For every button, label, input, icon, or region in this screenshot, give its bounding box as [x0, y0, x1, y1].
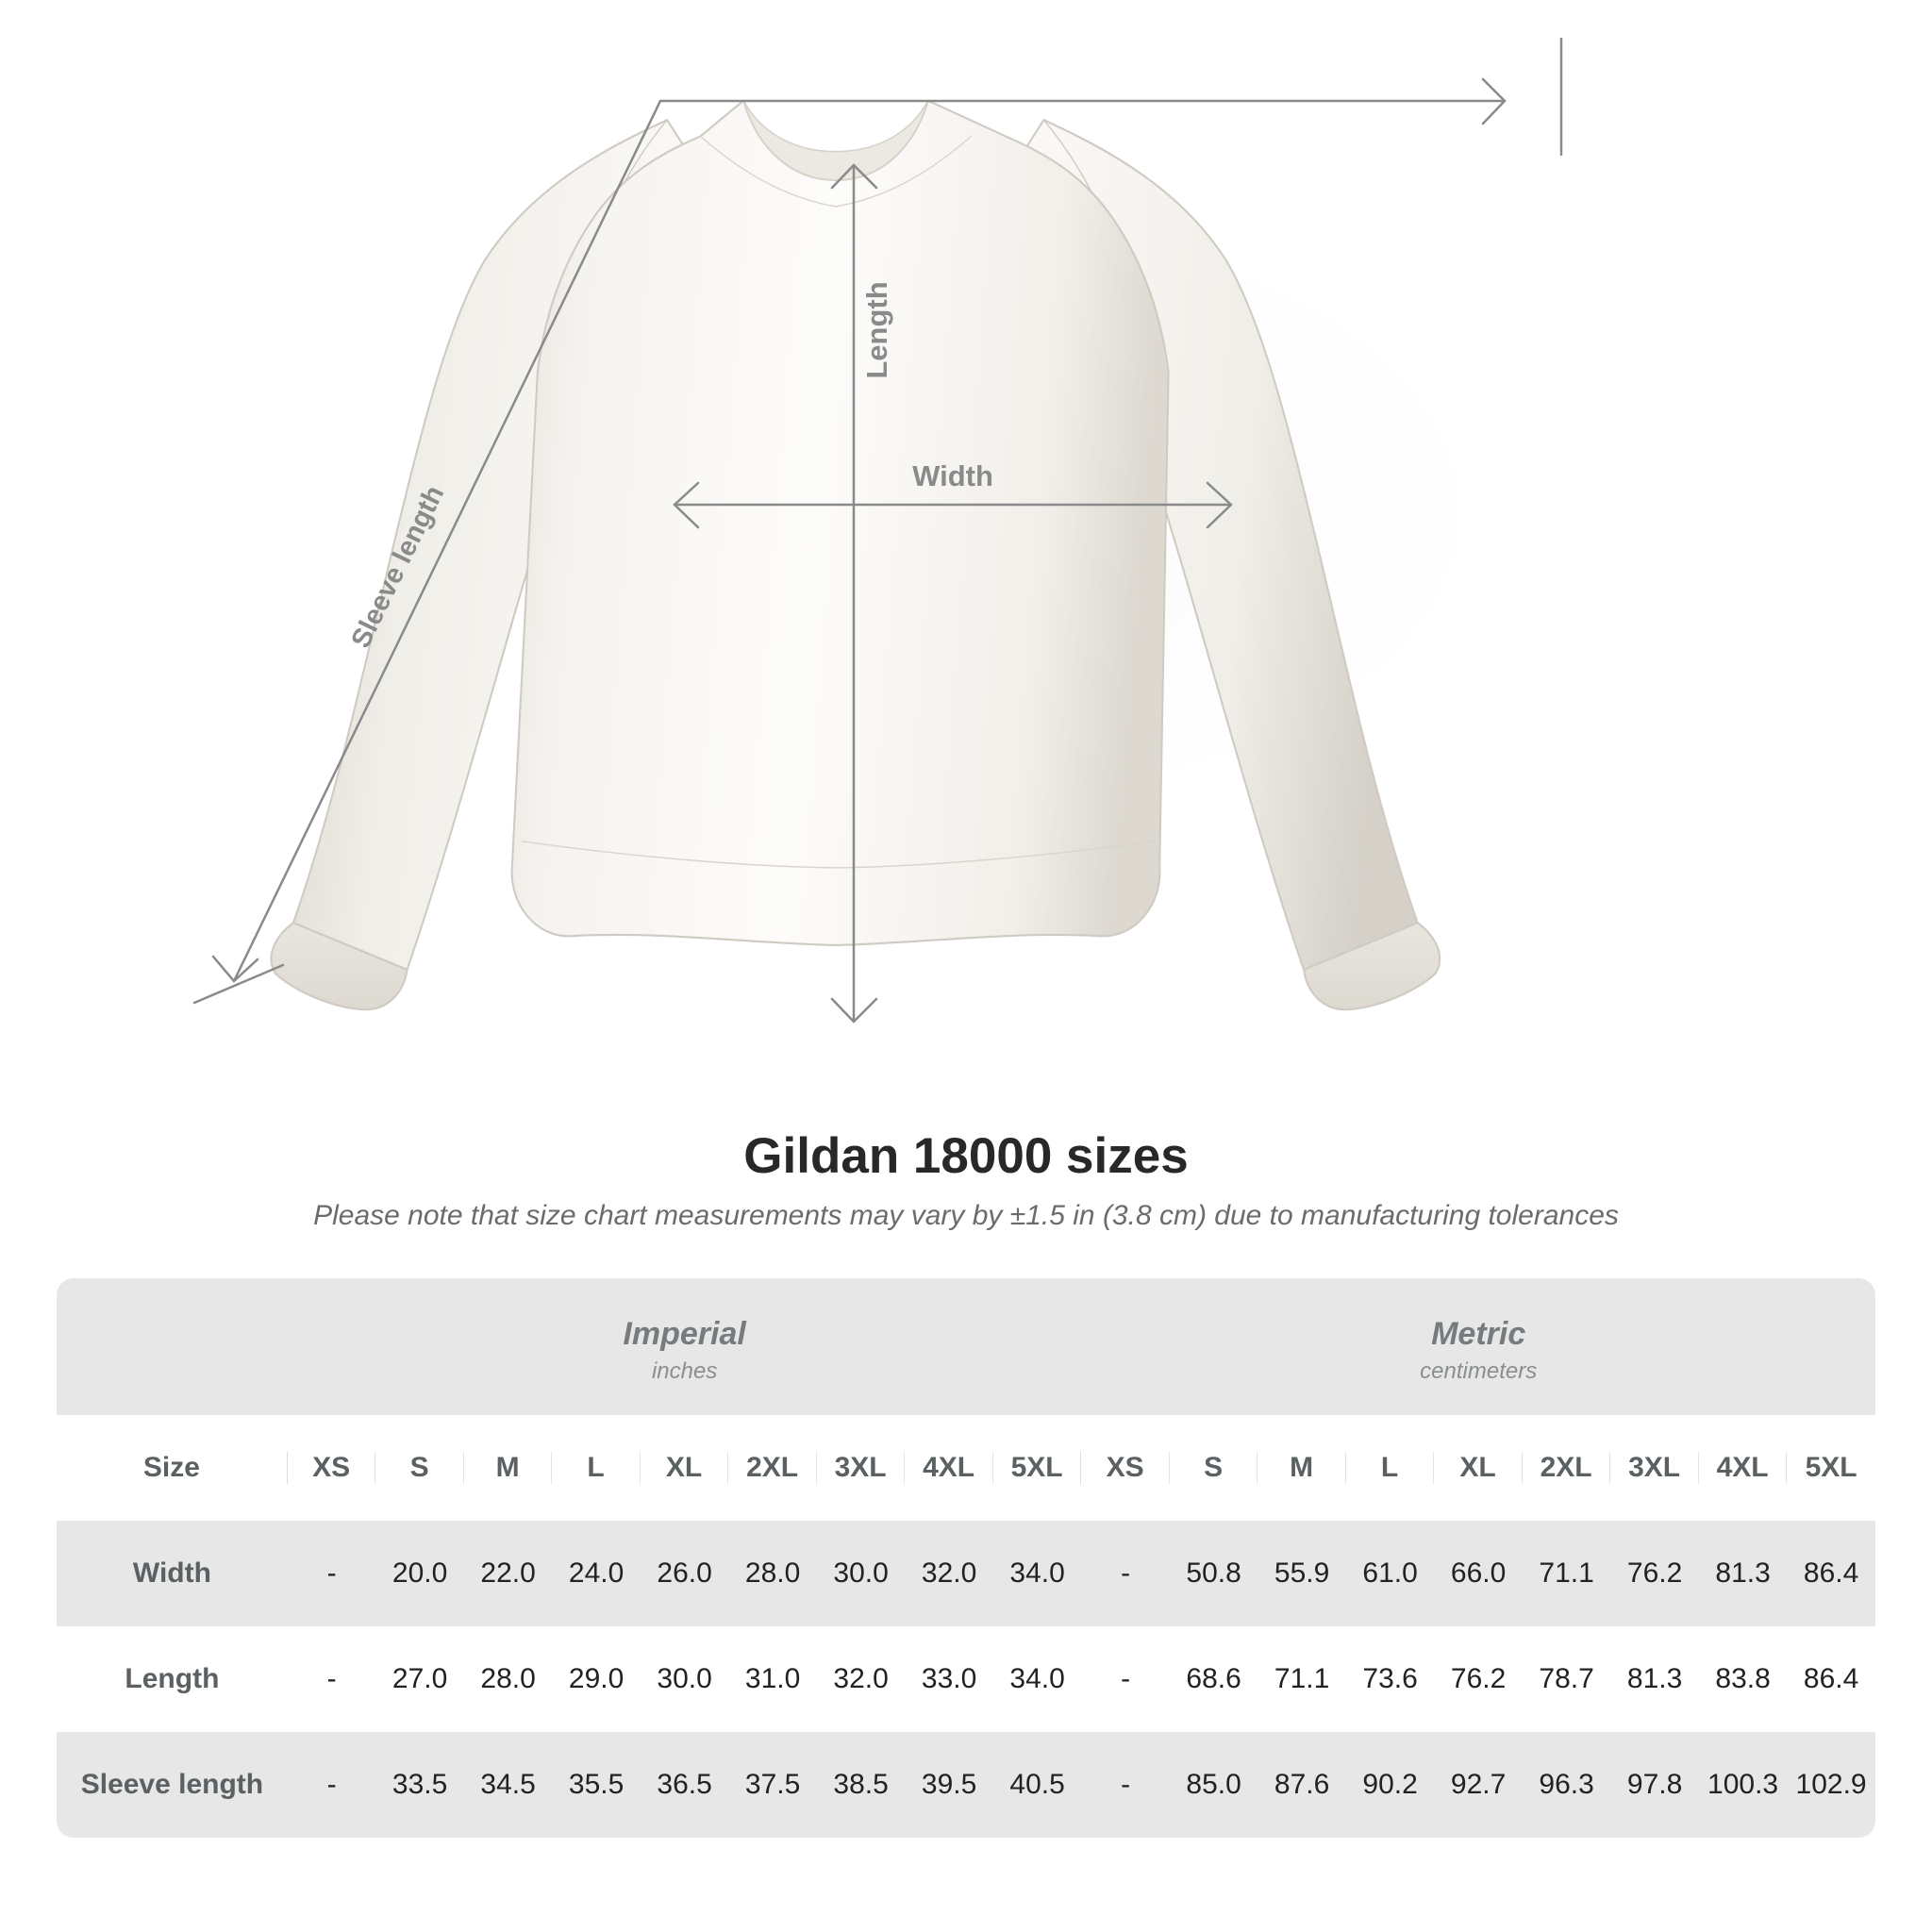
- svg-text:Width: Width: [912, 459, 993, 492]
- svg-text:Length: Length: [860, 281, 893, 378]
